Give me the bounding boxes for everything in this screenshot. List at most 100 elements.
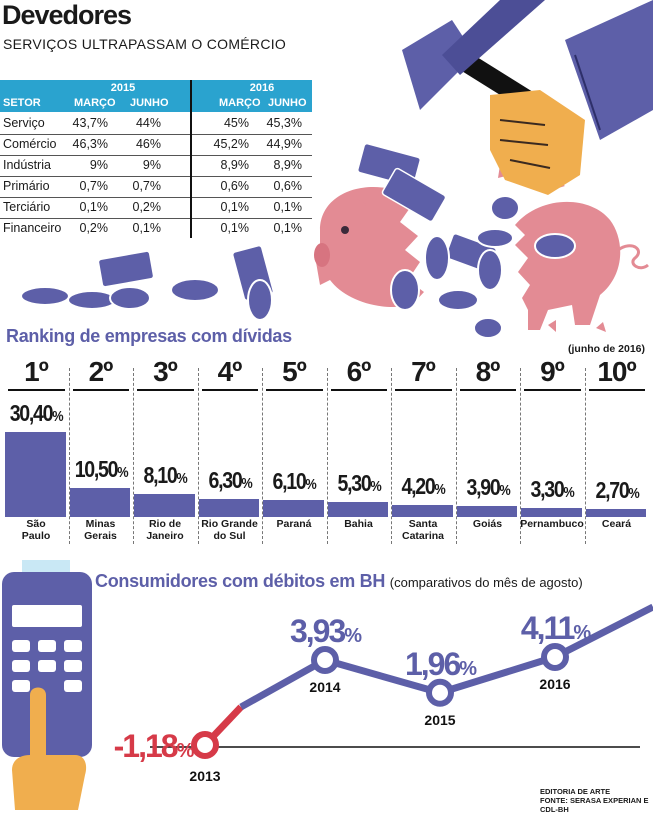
data-point <box>426 678 454 707</box>
bar-value-label: 10,50% <box>74 455 128 482</box>
value-cell: 0,1% <box>220 221 250 235</box>
rank-label: 7º <box>411 356 436 387</box>
bar <box>392 505 453 517</box>
value-cell: 8,9% <box>273 158 303 172</box>
value-cell: 8,9% <box>220 158 250 172</box>
table-row: Terciário 0,1% 0,2% 0,1% 0,1% <box>0 197 312 219</box>
month-header: MARÇO <box>219 97 261 109</box>
consumers-line-chart: 2013 -1,18% 2014 3,93% 2015 1,96% 2016 4,11% <box>114 603 653 784</box>
state-label: Ceará <box>601 518 632 530</box>
bar <box>327 502 388 517</box>
rank-underline <box>395 389 452 391</box>
value-cell: 46% <box>135 137 161 151</box>
ranking-title: Ranking de empresas com dívidas <box>6 326 292 346</box>
credit-line: EDITORIA DE ARTE <box>540 787 611 796</box>
table-row: Financeiro 0,2% 0,1% 0,1% 0,1% <box>0 218 312 239</box>
value-label: 4,11% <box>521 610 592 646</box>
state-label: Rio Grande do Sul <box>201 518 258 542</box>
bar-value-label: 2,70% <box>594 477 639 504</box>
year-2016-label: 2016 <box>249 82 275 94</box>
data-point <box>311 646 339 674</box>
bar <box>585 509 646 517</box>
value-cell: 44% <box>135 116 161 130</box>
state-label: Santa Catarina <box>401 518 444 542</box>
rank-label: 1º <box>24 356 49 387</box>
bar-value-label: 5,30% <box>336 470 381 497</box>
ranking-note: (junho de 2016) <box>568 343 646 355</box>
consumers-title: Consumidores com débitos em BH (comparat… <box>95 571 583 592</box>
bar <box>456 506 517 517</box>
bar <box>263 499 324 517</box>
value-cell: 0,7% <box>79 179 109 193</box>
column-separator <box>68 368 70 544</box>
bar-value-label: 6,10% <box>272 467 316 494</box>
bar-value-label: 8,10% <box>143 462 187 489</box>
value-label: -1,18% <box>114 728 195 764</box>
source-line: FONTE: SERASA EXPERIAN E CDL-BH <box>540 796 649 814</box>
value-cell: 46,3% <box>72 137 108 151</box>
state-label: São Paulo <box>21 518 51 542</box>
year-2015-label: 2015 <box>110 82 136 94</box>
state-label: Pernambuco <box>520 518 584 530</box>
table-row: Indústria 9% 9% 8,9% 8,9% <box>0 155 312 177</box>
state-label: Goiás <box>472 518 503 530</box>
sector-cell: Terciário <box>3 200 51 214</box>
value-cell: 43,7% <box>72 116 108 130</box>
month-header: JUNHO <box>268 97 307 109</box>
state-label: Bahia <box>344 518 373 530</box>
rank-label: 6º <box>346 356 372 387</box>
value-cell: 45,3% <box>266 116 302 130</box>
sector-cell: Comércio <box>3 137 57 151</box>
hand-icon <box>490 0 653 195</box>
rank-underline <box>201 389 258 391</box>
value-cell: 0,1% <box>79 200 109 214</box>
coin-icon <box>20 195 576 339</box>
value-cell: 0,6% <box>220 179 250 193</box>
state-label: Minas Gerais <box>84 518 117 542</box>
year-label: 2014 <box>309 679 340 695</box>
column-separator <box>197 368 199 544</box>
bar-value-label: 3,30% <box>530 475 574 502</box>
column-separator <box>455 368 457 544</box>
bar <box>134 494 195 517</box>
bar <box>521 507 582 517</box>
value-cell: 0,2% <box>132 200 162 214</box>
month-header: JUNHO <box>130 97 169 109</box>
rank-label: 4º <box>217 356 243 387</box>
card-machine-icon <box>2 572 92 757</box>
year-label: 2013 <box>189 768 220 784</box>
rank-label: 10º <box>597 356 636 387</box>
column-separator <box>391 368 392 544</box>
bar <box>5 431 66 517</box>
value-cell: 0,1% <box>220 200 250 214</box>
consumers-subtitle: (comparativos do mês de agosto) <box>389 575 583 590</box>
sector-cell: Financeiro <box>3 221 62 235</box>
year-label: 2015 <box>424 712 455 728</box>
rank-underline <box>266 389 323 391</box>
value-cell: 0,2% <box>79 221 109 235</box>
rank-label: 5º <box>282 356 307 387</box>
value-cell: 44,9% <box>266 137 302 151</box>
table-row: Primário 0,7% 0,7% 0,6% 0,6% <box>0 176 312 198</box>
state-label: Paraná <box>276 518 312 530</box>
year-label: 2016 <box>539 676 570 692</box>
rank-underline <box>8 389 65 391</box>
rank-label: 8º <box>475 356 501 387</box>
table-row: Comércio 46,3% 46% 45,2% 44,9% <box>0 134 312 156</box>
bar <box>198 499 259 517</box>
column-separator <box>520 368 521 544</box>
data-point <box>541 643 569 672</box>
value-cell: 9% <box>89 158 108 172</box>
value-cell: 45,2% <box>213 137 249 151</box>
value-cell: 0,1% <box>273 221 303 235</box>
card-machine-illustration <box>2 560 92 810</box>
value-label: 3,93% <box>290 613 362 649</box>
column-separator <box>584 368 586 544</box>
value-cell: 0,1% <box>273 200 303 214</box>
table-row: Serviço 43,7% 44% 45% 45,3% <box>0 113 312 135</box>
bar-value-label: 3,90% <box>465 474 510 501</box>
state-label: Rio de Janeiro <box>146 518 184 542</box>
sector-cell: Serviço <box>3 116 45 130</box>
sector-cell: Indústria <box>3 158 51 172</box>
rank-underline <box>459 389 516 391</box>
